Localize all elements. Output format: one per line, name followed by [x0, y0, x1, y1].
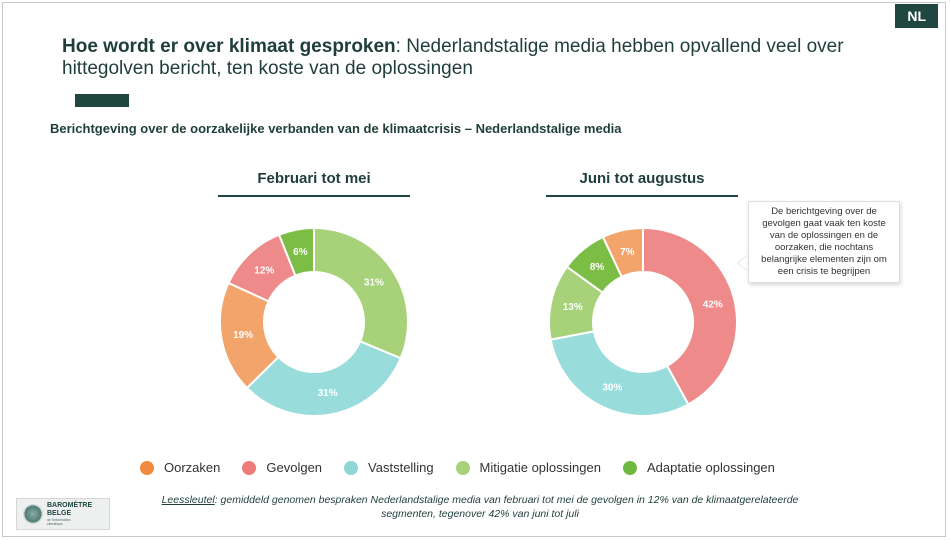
slice-label: 19% — [233, 330, 253, 341]
legend-swatch — [140, 460, 154, 475]
logo: BAROMÈTRE BELGE de l'information climati… — [16, 498, 110, 530]
logo-small1: de l'information — [47, 518, 71, 522]
legend-item: Gevolgen — [242, 460, 322, 475]
legend-label: Gevolgen — [266, 460, 323, 475]
legend-label: Mitigatie oplossingen — [479, 460, 601, 475]
panel-title-1: Februari tot mei — [218, 170, 410, 197]
callout-box: De berichtgeving over de gevolgen gaat v… — [748, 201, 900, 283]
legend-item: Mitigatie oplossingen — [455, 460, 601, 475]
logo-line2: BELGE — [47, 510, 72, 517]
slice-label: 31% — [318, 388, 338, 399]
page-title: Hoe wordt er over klimaat gesproken: Ned… — [62, 36, 882, 80]
legend-swatch — [622, 460, 637, 475]
legend-item: Adaptatie oplossingen — [622, 460, 775, 475]
slice-label: 30% — [602, 383, 622, 394]
footnote-text: : gemiddeld genomen bespraken Nederlands… — [214, 494, 799, 520]
callout-arrow — [738, 255, 748, 271]
chart-subtitle: Berichtgeving over de oorzakelijke verba… — [50, 121, 622, 136]
legend-swatch — [344, 460, 359, 475]
footnote-key: Leessleutel — [161, 494, 215, 506]
donut-slice — [549, 330, 690, 417]
slice-label: 31% — [364, 278, 384, 289]
donut-slice — [313, 226, 409, 360]
legend-item: Vaststelling — [344, 460, 434, 475]
language-badge: NL — [895, 4, 938, 28]
logo-mark-icon — [23, 504, 43, 524]
panel-title-2: Juni tot augustus — [546, 170, 738, 197]
legend-label: Vaststelling — [368, 460, 434, 475]
donut-slice — [245, 340, 403, 417]
legend-swatch — [242, 460, 257, 475]
legend: Oorzaken Gevolgen Vaststelling Mitigatie op… — [140, 460, 797, 475]
slice-label: 8% — [590, 262, 605, 273]
slice-label: 6% — [293, 247, 308, 258]
slice-label: 42% — [703, 300, 723, 311]
slice-label: 7% — [620, 247, 635, 258]
slice-label: 13% — [563, 302, 583, 313]
title-bold: Hoe wordt er over klimaat gesproken — [62, 36, 396, 57]
footnote: Leessleutel: gemiddeld genomen bespraken… — [160, 493, 800, 521]
logo-small2: climatique — [47, 522, 63, 526]
legend-item: Oorzaken — [140, 460, 220, 475]
legend-swatch — [455, 460, 470, 475]
donut-slice — [642, 226, 738, 406]
accent-bar — [75, 94, 129, 107]
legend-label: Adaptatie oplossingen — [646, 460, 775, 475]
donut-slice — [601, 226, 644, 279]
logo-line1: BAROMÈTRE — [47, 502, 93, 509]
donut-slice — [277, 226, 315, 277]
title-rest: : Nederlandstalige media hebben opvallen… — [62, 36, 844, 79]
legend-label: Oorzaken — [164, 460, 221, 475]
slice-label: 12% — [254, 265, 274, 276]
